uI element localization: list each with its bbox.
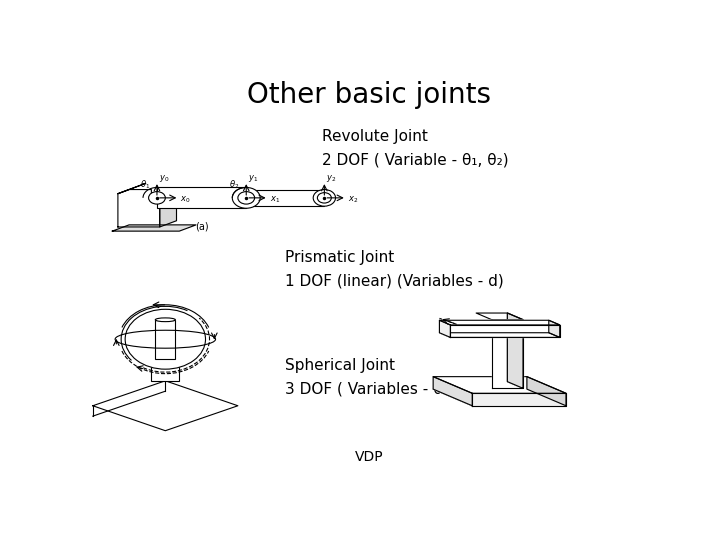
Ellipse shape [125, 309, 205, 369]
Text: $x_2$: $x_2$ [348, 194, 358, 205]
Polygon shape [508, 313, 523, 388]
Polygon shape [439, 320, 559, 325]
Text: Spherical Joint
3 DOF ( Variables - θ₁, θ₂, θ₃): Spherical Joint 3 DOF ( Variables - θ₁, … [285, 358, 505, 396]
Polygon shape [476, 313, 523, 320]
Polygon shape [450, 325, 559, 338]
Text: $y_2$: $y_2$ [326, 173, 336, 184]
Polygon shape [527, 377, 566, 406]
Ellipse shape [233, 187, 260, 208]
Ellipse shape [148, 192, 166, 204]
Text: $\theta_1$: $\theta_1$ [140, 178, 150, 191]
Text: $x_0$: $x_0$ [181, 194, 191, 205]
Polygon shape [118, 183, 145, 194]
Polygon shape [118, 190, 160, 227]
Text: Revolute Joint
2 DOF ( Variable - θ₁, θ₂): Revolute Joint 2 DOF ( Variable - θ₁, θ₂… [322, 129, 508, 167]
Polygon shape [433, 377, 566, 393]
Polygon shape [157, 187, 246, 208]
Polygon shape [549, 320, 559, 338]
Text: Prismatic Joint
1 DOF (linear) (Variables - d): Prismatic Joint 1 DOF (linear) (Variable… [285, 250, 504, 288]
Text: $y_0$: $y_0$ [158, 173, 169, 184]
Polygon shape [433, 389, 566, 406]
Polygon shape [439, 333, 559, 338]
Polygon shape [492, 320, 523, 388]
Text: VDP: VDP [355, 450, 383, 464]
Text: $x_1$: $x_1$ [270, 194, 280, 205]
Ellipse shape [156, 318, 176, 322]
Polygon shape [160, 196, 176, 227]
Polygon shape [112, 225, 196, 231]
Text: $\theta_2$: $\theta_2$ [230, 178, 240, 191]
Ellipse shape [151, 353, 179, 359]
Ellipse shape [238, 192, 255, 204]
Polygon shape [246, 190, 324, 206]
Polygon shape [433, 377, 472, 406]
Polygon shape [439, 320, 450, 338]
Polygon shape [151, 356, 179, 381]
Text: $y_1$: $y_1$ [248, 173, 258, 184]
Text: Other basic joints: Other basic joints [247, 82, 491, 110]
Polygon shape [93, 381, 238, 431]
Ellipse shape [318, 193, 331, 203]
Polygon shape [472, 393, 566, 406]
Ellipse shape [313, 190, 336, 206]
Polygon shape [156, 320, 176, 359]
Polygon shape [508, 313, 523, 388]
Text: (a): (a) [195, 221, 208, 231]
